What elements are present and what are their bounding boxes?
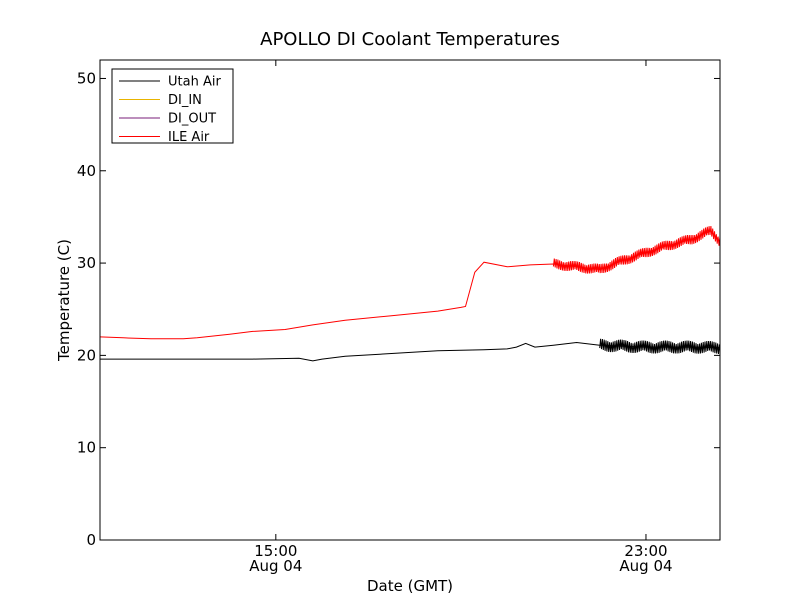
- legend-entry: ILE Air: [168, 130, 210, 145]
- legend-entry: DI_IN: [168, 93, 202, 108]
- y-tick-label: 0: [86, 531, 96, 549]
- legend-entry: DI_OUT: [168, 112, 216, 127]
- x-tick-label-date: Aug 04: [249, 557, 302, 575]
- x-tick-label-date: Aug 04: [619, 557, 672, 575]
- y-tick-label: 30: [77, 254, 96, 272]
- y-tick-label: 40: [77, 162, 96, 180]
- series-layer: [100, 225, 720, 362]
- y-tick-label: 10: [77, 439, 96, 457]
- legend: Utah Air DI_IN DI_OUT ILE Air: [111, 68, 234, 145]
- series-noise-band-2: [552, 225, 720, 274]
- y-axis-label: Temperature (C): [55, 239, 73, 362]
- series-line-0: [100, 341, 720, 362]
- series-noise-band-0: [599, 338, 720, 355]
- x-axis-label: Date (GMT): [367, 577, 453, 595]
- legend-entry: Utah Air: [168, 75, 221, 90]
- plot-border: [99, 59, 721, 541]
- chart-title: APOLLO DI Coolant Temperatures: [260, 29, 560, 50]
- x-tick-label-time: 23:00: [624, 542, 667, 560]
- x-tick-label-time: 15:00: [254, 542, 297, 560]
- y-tick-label: 20: [77, 346, 96, 364]
- series-line-3: [100, 230, 720, 340]
- y-tick-label: 50: [77, 69, 96, 87]
